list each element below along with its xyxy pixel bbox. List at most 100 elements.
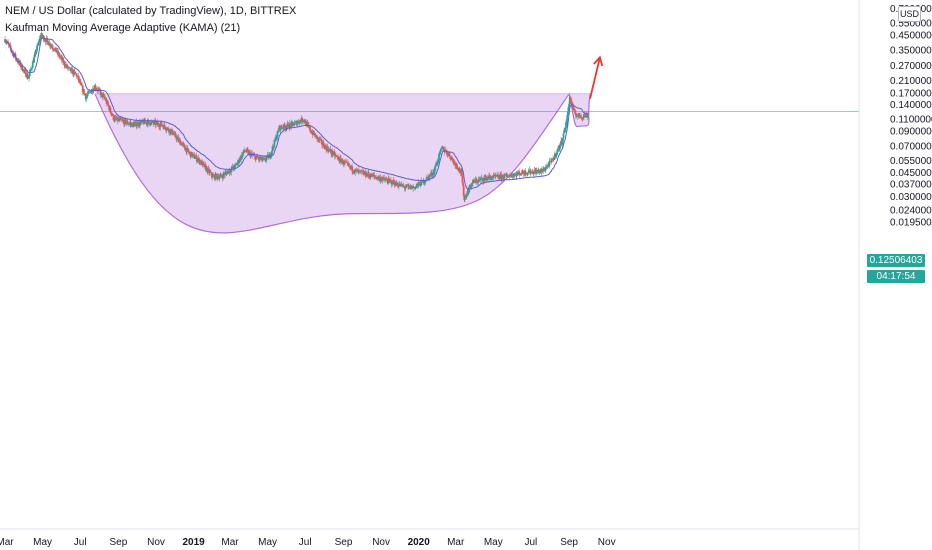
candle-body — [570, 97, 572, 102]
candle-body — [165, 129, 167, 131]
candle-body — [42, 36, 45, 41]
candle-body — [405, 185, 408, 188]
time-tick-label: May — [258, 537, 277, 548]
candle-body — [277, 130, 280, 132]
candle-body — [494, 174, 497, 177]
candle-body — [219, 175, 222, 178]
candle-body — [100, 92, 103, 94]
candle-body — [496, 174, 498, 177]
candle-body — [365, 176, 368, 177]
candle-body — [303, 119, 306, 123]
candle-body — [450, 157, 453, 160]
candle-body — [479, 178, 482, 181]
candle-body — [369, 176, 372, 178]
candle-body — [80, 83, 83, 86]
candle-body — [301, 117, 304, 122]
candle-body — [554, 153, 557, 157]
candle-body — [282, 124, 285, 129]
candle-body — [293, 124, 296, 126]
candle-body — [131, 122, 134, 127]
candle-body — [420, 180, 423, 186]
candle-body — [412, 186, 415, 189]
candle-body — [73, 70, 75, 75]
candle-body — [236, 162, 239, 165]
candle-body — [66, 64, 69, 69]
candle-body — [246, 149, 249, 151]
candle-body — [226, 171, 229, 175]
candle-body — [518, 172, 521, 176]
candle-body — [186, 147, 189, 149]
currency-selector[interactable]: USD — [898, 6, 921, 22]
candle-body — [367, 172, 370, 176]
time-axis[interactable]: Mar May Jul Sep Nov 2019 Mar May Jul Sep Nov 2020 Ma… — [0, 537, 616, 548]
candle-body — [376, 178, 379, 180]
candle-body — [315, 134, 318, 136]
candle-body — [511, 174, 514, 178]
arrow-head — [593, 55, 604, 67]
indicator-legend[interactable]: Kaufman Moving Average Adaptive (KAMA) (… — [5, 22, 241, 34]
candle-body — [452, 159, 455, 163]
candle-body — [338, 157, 341, 162]
candle-body — [238, 161, 241, 163]
candle-body — [544, 167, 547, 170]
candle-body — [355, 170, 358, 171]
price-axis[interactable]: 0.900000000.700000000.550000000.45000000… — [890, 0, 932, 229]
candle-body — [62, 57, 64, 63]
candle-body — [299, 120, 302, 122]
candle-body — [418, 182, 421, 184]
candle-body — [534, 170, 537, 171]
candle-body — [576, 115, 579, 117]
candle-body — [256, 157, 259, 159]
candle-body — [38, 42, 40, 44]
candle-body — [104, 98, 107, 101]
candle-body — [548, 161, 551, 167]
candle-body — [52, 49, 55, 50]
candle-body — [393, 181, 396, 185]
price-tick-label: 0.03700000 — [890, 180, 932, 191]
candle-body — [297, 121, 300, 123]
candle-body — [306, 122, 309, 125]
time-tick-label: 2020 — [408, 537, 431, 548]
candle-body — [318, 138, 321, 141]
candle-body — [95, 89, 98, 90]
candle-body — [55, 47, 58, 53]
candle-body — [194, 157, 197, 159]
candle-body — [244, 150, 247, 152]
candle-body — [255, 157, 257, 161]
candle-body — [415, 185, 418, 187]
candle-body — [207, 168, 210, 170]
time-tick-label: Mar — [0, 537, 14, 548]
candle-body — [164, 127, 167, 130]
candle-body — [340, 158, 342, 163]
candle-body — [442, 146, 445, 151]
candle-body — [41, 36, 44, 38]
candle-body — [66, 67, 69, 69]
candle-body — [241, 154, 244, 158]
candle-body — [24, 69, 27, 71]
candle-body — [147, 120, 149, 125]
candle-body — [316, 135, 318, 140]
candle-body — [354, 169, 357, 171]
candle-body — [422, 179, 425, 184]
candle-body — [535, 170, 538, 174]
candle-body — [307, 124, 310, 126]
candle-body — [518, 171, 521, 173]
candle-body — [541, 168, 544, 172]
candle-body — [202, 162, 205, 164]
candle-body — [120, 119, 123, 121]
time-tick-label: Sep — [110, 537, 128, 548]
price-tick-label: 0.03000000 — [890, 192, 932, 203]
candle-body — [198, 158, 201, 163]
candle-body — [159, 124, 162, 128]
candle-body — [584, 113, 587, 117]
candle-body — [581, 117, 583, 119]
candle-body — [388, 178, 390, 180]
candle-body — [552, 158, 554, 160]
candle-body — [4, 39, 6, 42]
candle-body — [364, 171, 367, 177]
candle-body — [122, 120, 125, 122]
candle-body — [292, 122, 294, 124]
candle-body — [561, 141, 564, 145]
candle-body — [446, 152, 448, 155]
